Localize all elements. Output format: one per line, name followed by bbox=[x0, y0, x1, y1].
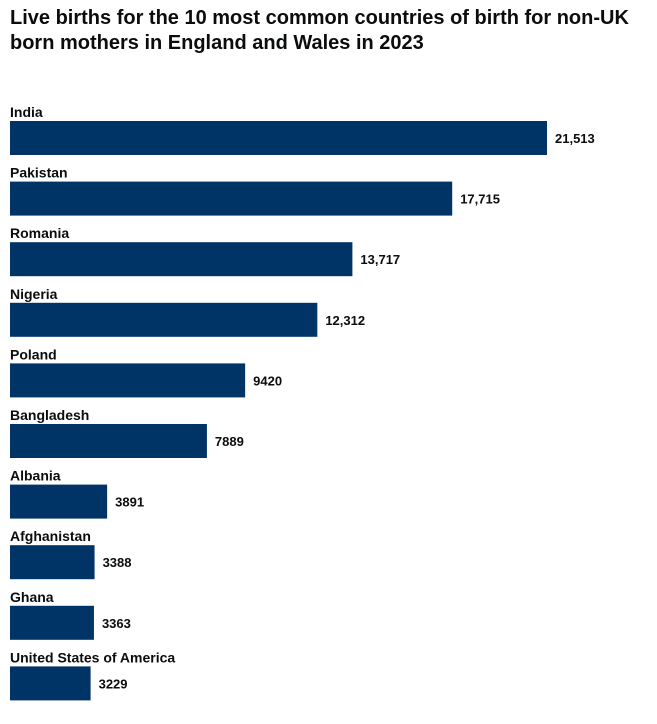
bar bbox=[10, 363, 246, 398]
bar bbox=[10, 545, 95, 580]
value-label: 3229 bbox=[99, 676, 128, 691]
bar bbox=[10, 605, 94, 640]
bar bbox=[10, 121, 547, 155]
bar bbox=[10, 242, 353, 277]
category-label: Poland bbox=[10, 346, 57, 362]
bar bbox=[10, 302, 318, 337]
value-label: 3891 bbox=[115, 495, 144, 510]
value-label: 3388 bbox=[103, 555, 132, 570]
category-label: Albania bbox=[10, 468, 61, 484]
category-label: Afghanistan bbox=[10, 528, 91, 544]
value-label: 17,715 bbox=[460, 192, 500, 207]
category-label: Pakistan bbox=[10, 165, 68, 181]
bar bbox=[10, 181, 453, 216]
category-label: United States of America bbox=[10, 649, 175, 665]
category-label: Romania bbox=[10, 225, 69, 241]
category-label: Nigeria bbox=[10, 286, 58, 302]
category-label: Bangladesh bbox=[10, 407, 89, 423]
category-label: Ghana bbox=[10, 589, 54, 605]
value-label: 21,513 bbox=[555, 131, 595, 146]
value-label: 13,717 bbox=[360, 252, 400, 267]
bar bbox=[10, 484, 108, 519]
value-label: 9420 bbox=[253, 373, 282, 388]
value-label: 12,312 bbox=[325, 313, 365, 328]
chart-title: Live births for the 10 most common count… bbox=[10, 7, 629, 54]
bar bbox=[10, 666, 91, 701]
value-label: 3363 bbox=[102, 616, 131, 631]
bar bbox=[10, 424, 207, 458]
category-label: India bbox=[10, 104, 43, 120]
value-label: 7889 bbox=[215, 434, 244, 449]
